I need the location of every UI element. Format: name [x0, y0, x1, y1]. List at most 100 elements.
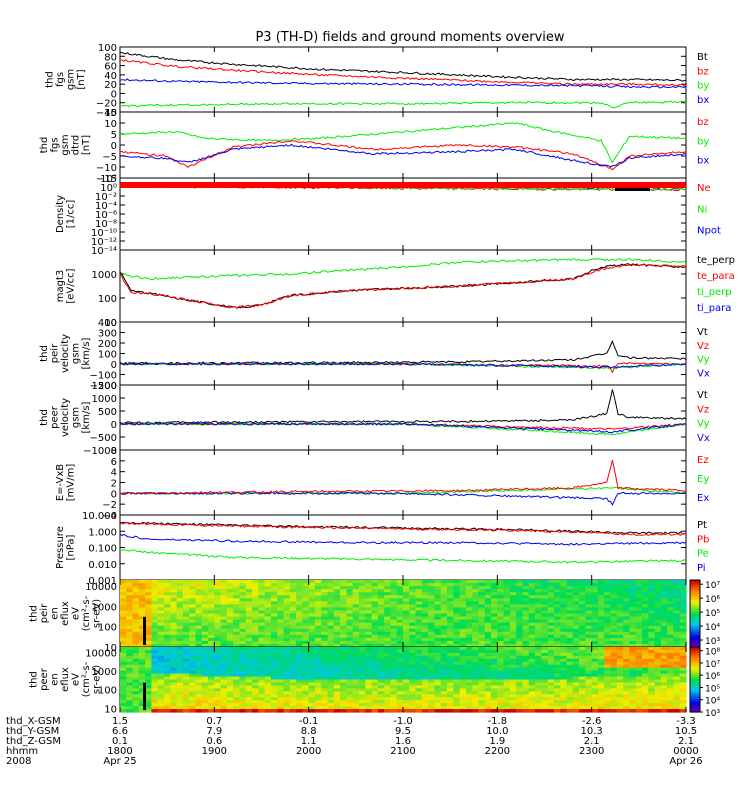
series-by — [119, 100, 687, 109]
series-Pi — [119, 533, 687, 546]
line-te_perp — [119, 263, 687, 309]
y-axis-label: sr-eV) — [92, 665, 103, 694]
color-bar: 10⁷ 10⁶ 10⁵ 10⁴ 10³ — [689, 579, 720, 648]
series-Pe — [119, 548, 687, 564]
y-tick-label: 400 — [98, 318, 117, 329]
y-tick-label: −40 — [96, 108, 117, 119]
line-Pe — [119, 548, 687, 564]
x-row-label: thd_X-GSM — [6, 716, 61, 727]
x-tick-label: -1.8 — [488, 716, 508, 727]
y-tick-label: 10⁰ — [100, 183, 117, 194]
y-tick-label: 0 — [111, 420, 117, 431]
y-tick-label: 0.010 — [88, 560, 117, 571]
y-axis-label: fgs — [50, 137, 61, 152]
legend-bx: bx — [697, 156, 709, 167]
legend-Pt: Pt — [697, 520, 707, 531]
series-bz — [119, 140, 687, 171]
y-axis-label: gsm — [65, 69, 76, 90]
y-tick-label: 1000 — [92, 394, 117, 405]
legend-Ne: Ne — [697, 183, 711, 194]
y-axis-label: thd — [29, 605, 40, 622]
series-Ex — [119, 491, 687, 506]
panel-peer_spec: 10000 1000 100 10 thd peer en eflux eV (cm²-s-sr-… — [29, 646, 687, 715]
line-bx — [119, 143, 687, 168]
y-axis-label: peer — [39, 667, 50, 691]
y-tick-label: 500 — [98, 407, 117, 418]
legend-Vt: Vt — [697, 327, 708, 338]
line-Ex — [119, 491, 687, 506]
y-tick-label: −200 — [90, 381, 117, 392]
color-bar: 10⁸ 10⁷ 10⁶ 10⁵ 10⁴ 10³ — [689, 646, 720, 719]
legend-Npot: Npot — [697, 226, 721, 237]
legend-Pe: Pe — [697, 549, 709, 560]
y-axis-label: [eV/cc] — [65, 268, 76, 303]
y-axis-label: en — [50, 673, 61, 686]
y-tick-label: −20 — [96, 99, 117, 110]
line-Vx — [119, 362, 687, 369]
y-axis-label: fgs — [55, 72, 66, 87]
series-bx — [119, 143, 687, 168]
y-tick-label: 1.000 — [88, 527, 117, 538]
line-Vx — [119, 422, 687, 434]
y-axis-label: thd — [39, 137, 50, 154]
y-axis-label: peir — [50, 343, 61, 363]
y-axis-label: velocity — [60, 334, 71, 373]
y-tick-label: 60 — [104, 62, 117, 73]
series-Bt — [119, 51, 687, 82]
colorbar-tick-label: 10⁵ — [705, 609, 720, 619]
line-Pb — [119, 521, 687, 537]
line-by — [119, 122, 687, 164]
colorbar-tick-label: 10³ — [705, 637, 720, 647]
y-tick-label: 0.001 — [88, 576, 117, 587]
series-te_perp — [119, 263, 687, 309]
colorbar-tick-label: 10⁷ — [705, 581, 720, 591]
y-tick-label: 100 — [98, 686, 117, 697]
y-tick-label: 0 — [111, 141, 117, 152]
y-axis-label: eV — [71, 607, 82, 620]
series-Vy — [119, 422, 687, 436]
panel-pressure: 10.000 1.000 0.100 0.010 0.001 Pressure [nPa] P… — [55, 511, 710, 587]
y-tick-label: −10 — [96, 163, 117, 174]
y-tick-label: 10⁻⁴ — [95, 201, 117, 212]
y-tick-label: 1500 — [92, 381, 117, 392]
y-axis-label: gsm — [71, 343, 82, 364]
x-row-label: 2008 — [6, 756, 31, 767]
line-Pi — [119, 533, 687, 546]
y-tick-label: −5 — [102, 152, 117, 163]
y-axis-label: (cm²-s- — [81, 661, 92, 697]
y-tick-label: 10⁻¹² — [91, 237, 117, 248]
y-tick-label: 0 — [111, 489, 117, 500]
series-Vt — [119, 389, 687, 424]
legend-Vy: Vy — [697, 355, 710, 366]
panel-frame — [119, 249, 687, 323]
y-tick-label: 10000 — [85, 582, 117, 593]
colorbar-tick-label: 10⁸ — [705, 648, 720, 658]
y-tick-label: 10 — [104, 704, 117, 715]
line-Vy — [119, 422, 687, 436]
legend-Vx: Vx — [697, 433, 710, 444]
legend-by: by — [697, 81, 709, 92]
series-Vt — [119, 339, 687, 365]
y-tick-label: 1000 — [92, 602, 117, 613]
series-Vx — [119, 422, 687, 434]
chart-title: P3 (TH-D) fields and ground moments over… — [255, 30, 564, 45]
y-axis-label: [mV/m] — [65, 464, 76, 502]
series-ti_perp — [119, 257, 687, 281]
y-tick-label: 10.000 — [82, 511, 117, 522]
series-Ez — [119, 459, 687, 495]
y-axis-label: gsm — [71, 407, 82, 428]
x-tick-label: -2.6 — [582, 716, 602, 727]
legend-Bt: Bt — [697, 52, 708, 63]
x-row-label: thd_Z-GSM — [6, 736, 61, 747]
legend-bz: bz — [697, 117, 709, 128]
y-axis-label: [km/s] — [81, 401, 92, 433]
legend-te_para: te_para — [697, 271, 735, 282]
panel-frame — [119, 111, 687, 179]
y-tick-label: 20 — [104, 80, 117, 91]
colorbar-tick-label: 10⁴ — [705, 697, 720, 707]
line-Bt — [119, 51, 687, 82]
legend-Ex: Ex — [697, 493, 709, 504]
y-tick-label: 0.100 — [88, 544, 117, 555]
